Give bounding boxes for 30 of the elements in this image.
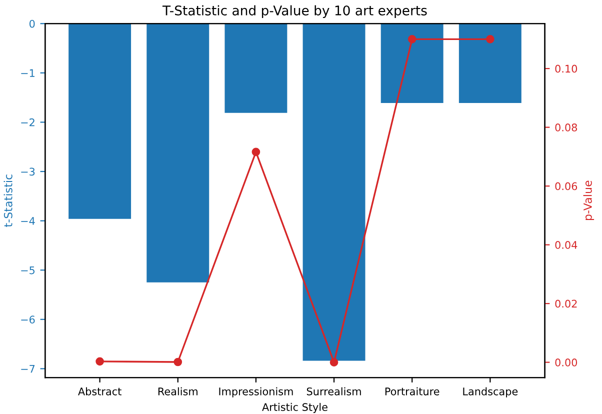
y-tick-label: −4 [21,217,35,225]
x-tick-label: Portraiture [385,387,440,396]
y2-tick-label: 0.00 [555,358,578,366]
x-tick-label: Impressionism [219,387,293,398]
point [408,35,416,44]
y2-tick-label: 0.06 [555,182,578,190]
y-tick-label: 0 [29,20,35,28]
y2-tick-label: 0.04 [555,241,578,249]
y-tick-label: −5 [21,266,35,274]
point [96,357,104,366]
y-tick-label: −6 [21,316,35,324]
chart-title: T-Statistic and p-Value by 10 art experts [162,5,427,18]
x-tick-label: Landscape [463,387,518,398]
y-tick-label: −7 [21,365,35,373]
y2-tick-label: 0.08 [555,124,578,132]
y2-tick-label: 0.02 [555,300,577,308]
y2-axis-title: p-Value [583,180,594,220]
y-tick-label: −3 [21,168,35,176]
y-tick-label: −2 [21,118,34,126]
x-tick-label: Abstract [78,387,122,396]
x-tick-label: Surrealism [306,387,361,396]
y2-tick-label: 0.10 [555,64,578,73]
y-axis-title: t-Statistic [4,174,12,227]
point [174,358,182,366]
y-tick-label: −1 [21,69,34,77]
x-tick-label: Realism [158,387,198,396]
point [330,358,338,366]
point [252,148,260,156]
point [486,35,494,44]
x-axis-title: Artistic Style [262,402,328,414]
